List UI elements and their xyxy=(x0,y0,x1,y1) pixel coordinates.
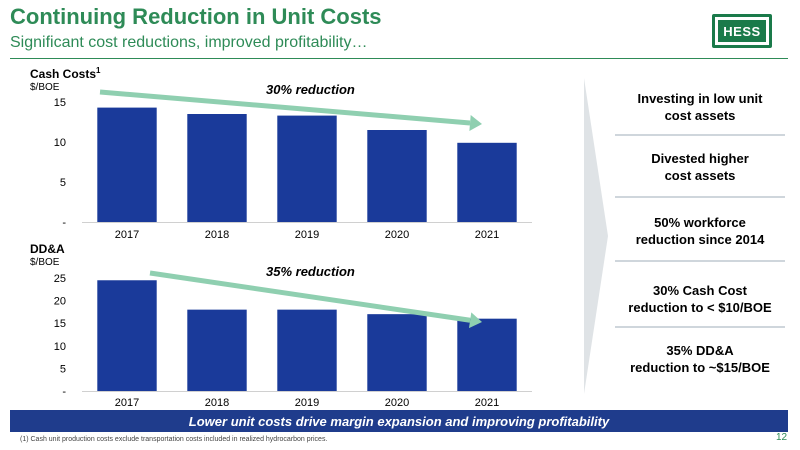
logo-text: HESS xyxy=(718,20,766,42)
bar-2021 xyxy=(457,142,517,222)
y-tick-label: 10 xyxy=(54,341,66,353)
callout-line: cost assets xyxy=(664,108,736,123)
x-tick-label: 2019 xyxy=(295,397,319,409)
y-tick-label: 20 xyxy=(54,296,66,308)
page-number: 12 xyxy=(776,432,788,443)
callout-line: cost assets xyxy=(664,168,736,183)
trend-arrow-head xyxy=(468,312,482,329)
trend-arrow-head xyxy=(469,115,482,131)
callout-line: 30% Cash Cost xyxy=(653,283,747,298)
bar-2018 xyxy=(187,309,247,391)
callout-line: 35% DD&A xyxy=(666,343,734,358)
bar-2020 xyxy=(367,314,427,391)
x-tick-label: 2018 xyxy=(205,397,229,409)
trend-arrow-line xyxy=(149,270,471,323)
bar-2018 xyxy=(187,114,247,222)
x-tick-label: 2021 xyxy=(475,229,499,241)
bar-2021 xyxy=(457,318,517,391)
x-tick-label: 2019 xyxy=(295,229,319,241)
callout-cash-cost: 30% Cash Cost reduction to < $10/BOE xyxy=(610,282,790,316)
bar-charts: - 5 10 15 2017 2018 2019 2020 2021 - 5 10 15 20 25 2017… xyxy=(54,89,532,409)
callout-line: Investing in low unit xyxy=(637,91,763,106)
bar-2019 xyxy=(277,309,337,391)
x-tick-label: 2020 xyxy=(385,397,409,409)
cash-costs-unit: $/BOE xyxy=(30,82,60,93)
cash-costs-title-text: Cash Costs xyxy=(30,67,97,81)
callout-workforce: 50% workforce reduction since 2014 xyxy=(610,214,790,248)
callout-separator xyxy=(615,260,785,262)
callout-separator xyxy=(615,326,785,328)
callout-line: reduction to < $10/BOE xyxy=(628,300,772,315)
y-tick-label: - xyxy=(62,386,66,398)
dda-unit: $/BOE xyxy=(30,257,60,268)
y-tick-label: - xyxy=(62,217,66,229)
callout-separator xyxy=(615,134,785,136)
cash-costs-footnote-mark: 1 xyxy=(96,66,101,75)
callout-low-unit-cost: Investing in low unit cost assets xyxy=(610,90,790,124)
page-subtitle: Significant cost reductions, improved pr… xyxy=(10,34,368,51)
y-tick-label: 5 xyxy=(60,177,66,189)
header-divider xyxy=(10,58,788,59)
y-tick-label: 5 xyxy=(60,363,66,375)
x-tick-label: 2017 xyxy=(115,397,139,409)
callout-line: 50% workforce xyxy=(654,215,746,230)
summary-banner: Lower unit costs drive margin expansion … xyxy=(10,410,788,432)
callout-line: reduction to ~$15/BOE xyxy=(630,360,770,375)
bar-2020 xyxy=(367,130,427,222)
hess-logo: HESS xyxy=(712,14,772,48)
page-title: Continuing Reduction in Unit Costs xyxy=(10,4,382,29)
cash-costs-annotation: 30% reduction xyxy=(266,82,355,97)
x-tick-label: 2018 xyxy=(205,229,229,241)
callout-line: reduction since 2014 xyxy=(635,232,765,247)
bar-2017 xyxy=(97,280,157,391)
callout-line: Divested higher xyxy=(651,151,749,166)
x-tick-label: 2021 xyxy=(475,397,499,409)
x-tick-label: 2017 xyxy=(115,229,139,241)
callout-divested: Divested higher cost assets xyxy=(610,150,790,184)
dda-title: DD&A xyxy=(30,242,65,256)
dda-annotation: 35% reduction xyxy=(266,264,355,279)
x-tick-label: 2020 xyxy=(385,229,409,241)
y-tick-label: 25 xyxy=(54,273,66,285)
cash-costs-title: Cash Costs1 xyxy=(30,66,100,81)
callout-chevron xyxy=(584,78,608,394)
footnote: (1) Cash unit production costs exclude t… xyxy=(20,436,328,443)
bar-2019 xyxy=(277,115,337,222)
y-tick-label: 15 xyxy=(54,97,66,109)
bar-2017 xyxy=(97,107,157,222)
y-tick-label: 10 xyxy=(54,137,66,149)
trend-arrow-line xyxy=(99,89,471,126)
callout-dda: 35% DD&A reduction to ~$15/BOE xyxy=(610,342,790,376)
y-tick-label: 15 xyxy=(54,318,66,330)
callout-separator xyxy=(615,196,785,198)
